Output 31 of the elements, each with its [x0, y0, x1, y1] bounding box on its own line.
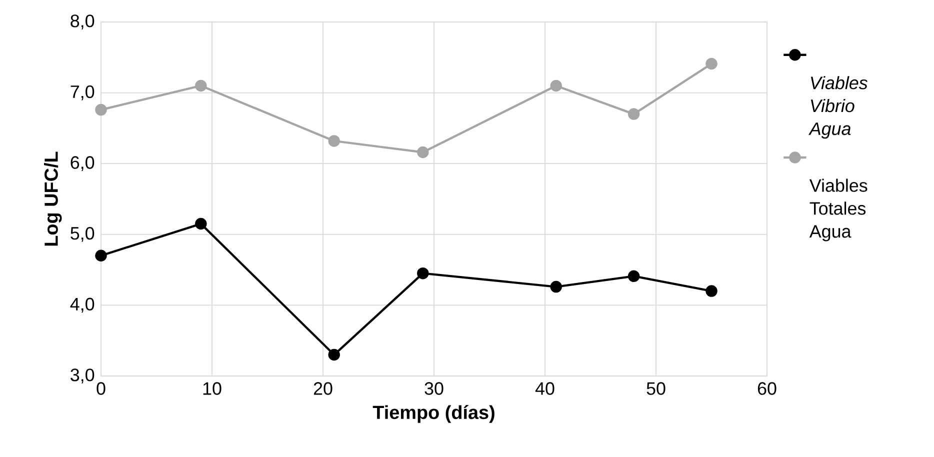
point	[550, 280, 562, 293]
y-tick-label: 4,0	[70, 298, 94, 313]
x-tick-label: 50	[646, 382, 666, 395]
point	[195, 218, 207, 230]
point	[550, 80, 562, 92]
point	[628, 108, 640, 120]
point	[195, 80, 207, 92]
point	[417, 267, 429, 280]
x-tick-label: 60	[758, 382, 776, 395]
point	[95, 104, 107, 116]
legend-label: Viables Vibrio Agua	[808, 76, 868, 139]
x-tick-label: 10	[203, 382, 222, 395]
point	[706, 58, 718, 70]
y-tick-label: 3,0	[70, 368, 94, 384]
point	[706, 285, 718, 297]
x-tick-label: 30	[424, 382, 444, 395]
x-tick-label: 0	[96, 382, 106, 395]
y-tick-label: 6,0	[70, 156, 94, 172]
y-tick-label: 7,0	[70, 85, 94, 100]
x-tick-label: 40	[535, 382, 554, 395]
x-axis-title: Tiempo (días)	[372, 405, 494, 423]
point	[95, 250, 107, 262]
point	[328, 348, 340, 361]
point	[328, 135, 340, 147]
y-axis-title: Log UFC/L	[44, 152, 62, 246]
point	[417, 146, 429, 158]
legend-label: Viables Totales Agua	[809, 178, 868, 242]
y-tick-label: 5,0	[70, 226, 94, 242]
y-tick-label: 8,0	[70, 14, 94, 30]
x-tick-label: 20	[314, 382, 332, 395]
point	[628, 270, 640, 282]
